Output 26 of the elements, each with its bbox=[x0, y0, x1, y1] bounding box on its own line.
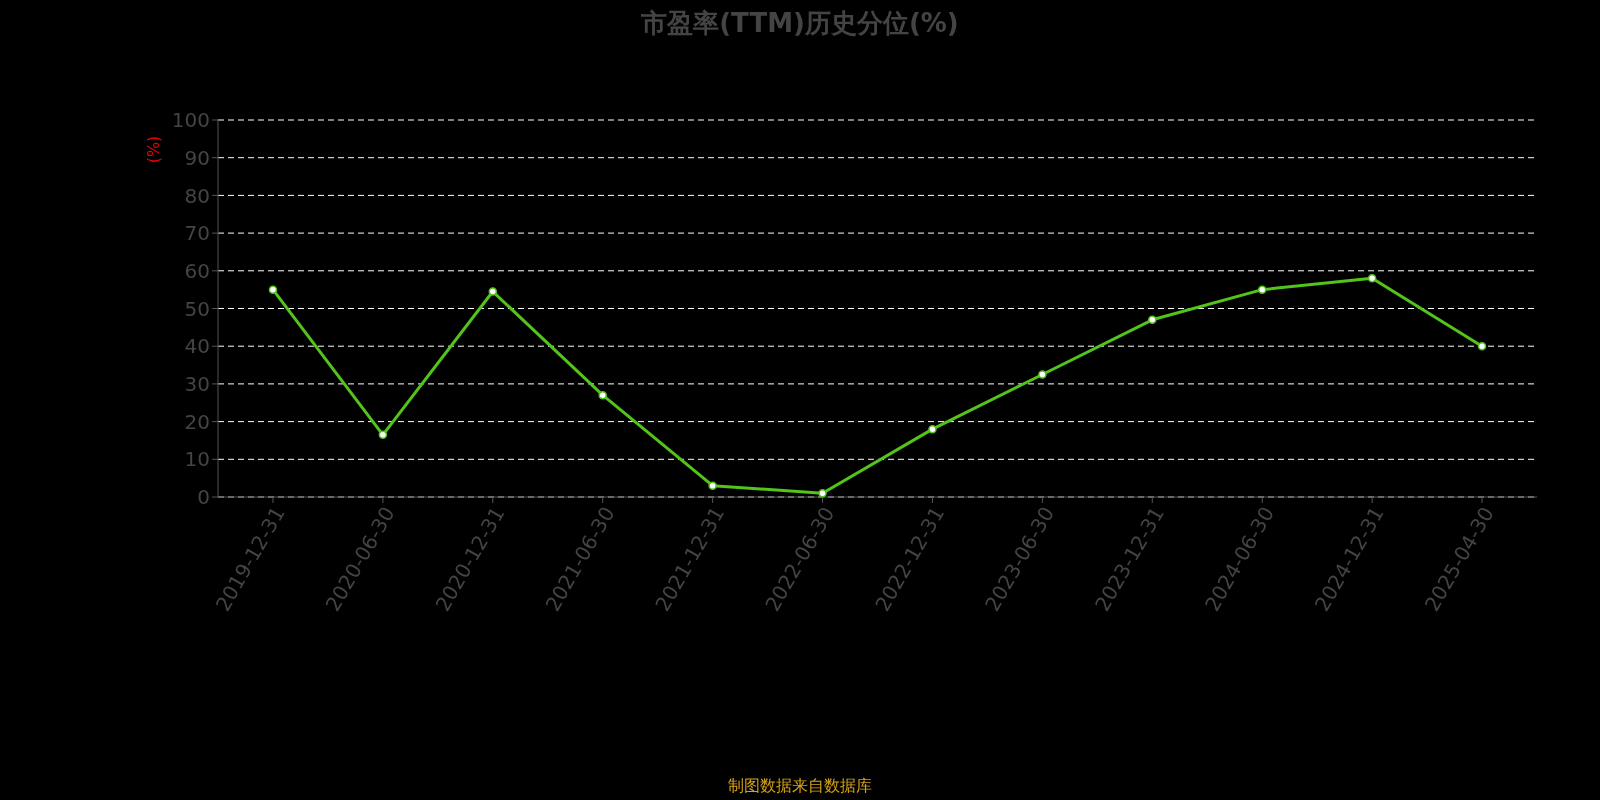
point bbox=[268, 285, 278, 294]
y-tick-label: 0 bbox=[197, 485, 210, 510]
y-tick-label: 80 bbox=[184, 183, 210, 208]
point bbox=[1257, 285, 1267, 294]
point bbox=[1477, 341, 1487, 351]
point bbox=[818, 488, 827, 497]
point bbox=[928, 424, 937, 434]
y-tick-label: 90 bbox=[184, 145, 210, 170]
y-tick-label: 40 bbox=[184, 334, 210, 359]
point bbox=[598, 390, 607, 400]
y-tick-label: 10 bbox=[184, 447, 210, 472]
point bbox=[1148, 315, 1157, 325]
y-tick-label: 70 bbox=[184, 221, 210, 246]
point bbox=[708, 481, 717, 490]
y-tick-label: 50 bbox=[184, 296, 210, 321]
point bbox=[488, 287, 498, 296]
y-tick-label: 100 bbox=[171, 108, 210, 133]
y-axis-title: (%) bbox=[144, 135, 164, 164]
point bbox=[1038, 370, 1047, 379]
point bbox=[1367, 274, 1377, 283]
y-tick-label: 30 bbox=[184, 372, 210, 396]
y-tick-label: 20 bbox=[184, 409, 210, 434]
chart-title: 市盈率(TTM)历史分位(%) bbox=[640, 7, 960, 40]
y-tick-label: 60 bbox=[184, 258, 210, 283]
text: 制图数据来自数据库 bbox=[727, 776, 873, 797]
point bbox=[378, 430, 388, 440]
